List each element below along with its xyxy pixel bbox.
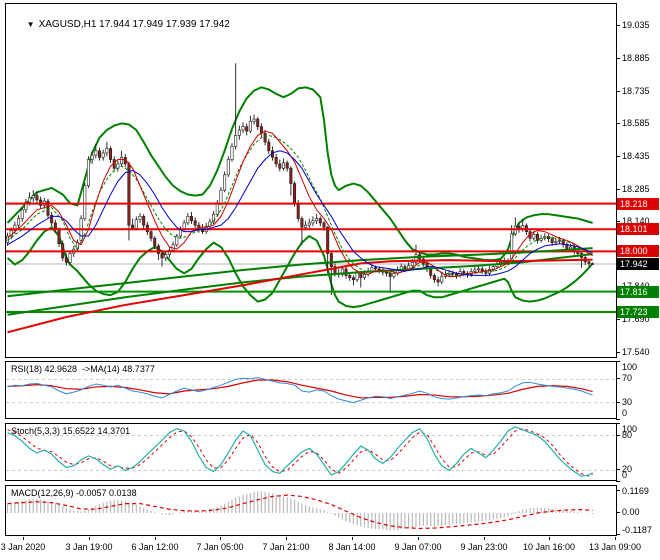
price-tick-dash (616, 123, 620, 124)
price-level-chip[interactable]: 17.816 (617, 286, 659, 298)
price-tick-label: 17.690 (622, 314, 650, 324)
time-tick-dash (615, 537, 616, 540)
price-tick-dash (616, 221, 620, 222)
time-tick-dash (155, 537, 156, 540)
indicator-tick-label: 20 (622, 464, 633, 474)
indicator-tick-label: 0 (622, 470, 628, 480)
chart-symbol-period: XAGUSD,H1 (38, 19, 97, 30)
indicator-tick-dash (616, 490, 620, 491)
price-tick-dash (616, 25, 620, 26)
price-tick-label: 18.885 (622, 53, 650, 63)
time-tick-dash (286, 537, 287, 540)
time-axis-label: 3 Jan 19:00 (65, 542, 113, 552)
indicator-tick-dash (616, 402, 620, 403)
indicator-tick-label: -0.1187 (622, 525, 652, 535)
price-tick-label: 19.035 (622, 20, 650, 30)
price-tick-label: 18.585 (622, 118, 650, 128)
macd-label: MACD(12,26,9) -0.0057 0.0138 (11, 488, 137, 498)
indicator-tick-label: 0 (622, 408, 628, 418)
price-tick-label: 18.140 (622, 216, 650, 226)
rsi-label: RSI(18) 42.9628 ->MA(14) 48.7377 (11, 364, 155, 374)
indicator-tick-label: 0.00 (622, 507, 640, 517)
time-axis-label: 3 Jan 2020 (0, 542, 46, 552)
macd-canvas[interactable] (6, 486, 616, 537)
price-axis[interactable]: 19.035 18.885 18.735 18.585 18.435 18.285 18.1… (616, 0, 660, 540)
time-tick-dash (352, 537, 353, 540)
price-tick-dash (616, 352, 620, 353)
time-tick-dash (220, 537, 221, 540)
indicator-tick-label: 100 (622, 424, 638, 434)
time-axis-label: 10 Jan 16:00 (522, 542, 576, 552)
time-axis-label: 9 Jan 23:00 (460, 542, 508, 552)
price-tick-dash (616, 58, 620, 59)
current-price-chip: 17.942 (617, 258, 659, 270)
price-tick-dash (616, 189, 620, 190)
chart-title: ▼ XAGUSD,H1 17.944 17.949 17.939 17.942 (10, 8, 230, 41)
stochastic-label: Stoch(5,3,3) 15.6522 14.3701 (11, 426, 131, 436)
price-level-chip[interactable]: 18.101 (617, 223, 659, 235)
main-chart-panel: ▼ XAGUSD,H1 17.944 17.949 17.939 17.942 (5, 3, 617, 358)
indicator-tick-dash (616, 361, 620, 362)
time-axis-label: 7 Jan 05:00 (196, 542, 244, 552)
indicator-tick-label: 80 (622, 430, 633, 440)
indicator-tick-label: 70 (622, 373, 633, 383)
indicator-tick-dash (616, 435, 620, 436)
rsi-canvas[interactable] (6, 362, 616, 420)
ohlc-values-text: 17.944 17.949 17.939 17.942 (99, 19, 230, 30)
stochastic-indicator-panel: Stoch(5,3,3) 15.6522 14.3701 (5, 423, 617, 482)
time-tick-dash (23, 537, 24, 540)
price-tick-label: 18.435 (622, 151, 650, 161)
stochastic-canvas[interactable] (6, 424, 616, 482)
rsi-indicator-panel: RSI(18) 42.9628 ->MA(14) 48.7377 (5, 361, 617, 420)
time-tick-dash (89, 537, 90, 540)
price-tick-label: 17.540 (622, 347, 650, 357)
time-axis-label: 7 Jan 21:00 (262, 542, 310, 552)
time-tick-dash (484, 537, 485, 540)
price-tick-label: 18.735 (622, 86, 650, 96)
price-level-chip[interactable]: 18.218 (617, 198, 659, 210)
indicator-tick-dash (616, 469, 620, 470)
indicator-tick-label: 100 (622, 362, 638, 372)
symbol-dropdown-icon[interactable]: ▼ (26, 20, 35, 29)
indicator-tick-dash (616, 419, 620, 420)
indicator-tick-dash (616, 512, 620, 513)
time-axis-label: 9 Jan 07:00 (394, 542, 442, 552)
time-axis-label: 13 Jan 09:00 (588, 542, 642, 552)
indicator-tick-dash (616, 534, 620, 535)
price-tick-dash (616, 91, 620, 92)
time-tick-dash (418, 537, 419, 540)
indicator-tick-label: 30 (622, 397, 633, 407)
price-tick-label: 18.285 (622, 184, 650, 194)
price-level-chip[interactable]: 18.000 (617, 245, 659, 257)
time-axis-label: 6 Jan 12:00 (131, 542, 179, 552)
time-axis[interactable]: 3 Jan 2020 3 Jan 19:00 6 Jan 12:00 7 Jan 05… (0, 537, 660, 560)
main-chart-canvas[interactable] (6, 4, 616, 357)
indicator-tick-label: 0.1169 (622, 486, 649, 496)
time-tick-dash (549, 537, 550, 540)
indicator-tick-dash (616, 423, 620, 424)
macd-indicator-panel: MACD(12,26,9) -0.0057 0.0138 (5, 485, 617, 537)
indicator-tick-dash (616, 481, 620, 482)
price-tick-dash (616, 319, 620, 320)
price-tick-dash (616, 156, 620, 157)
indicator-tick-dash (616, 378, 620, 379)
time-axis-label: 8 Jan 14:00 (328, 542, 376, 552)
price-level-chip[interactable]: 17.723 (617, 306, 659, 318)
